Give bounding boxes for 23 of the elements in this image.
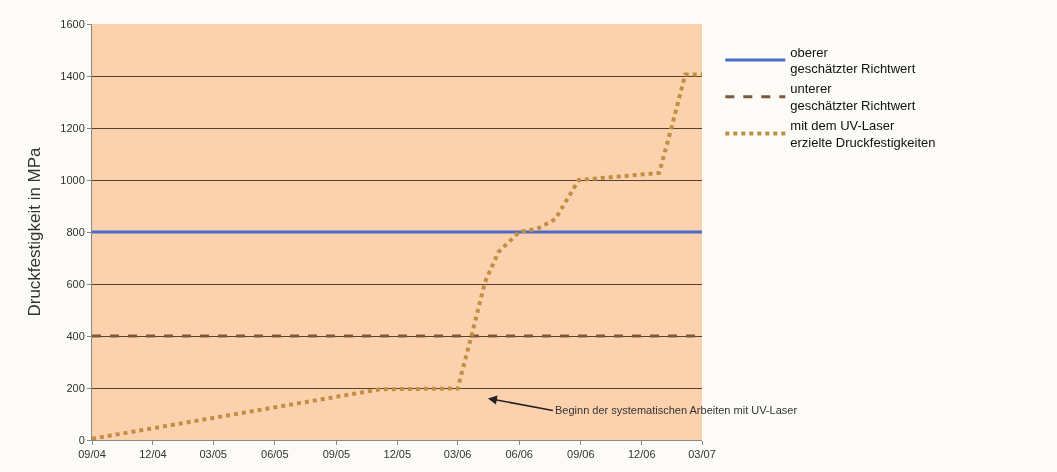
x-tick-label: 12/06 [627, 448, 656, 461]
x-tick-label: 12/04 [139, 448, 167, 461]
x-tick-label: 09/04 [78, 448, 106, 461]
x-tick-label: 03/05 [199, 448, 227, 461]
y-tick-label: 800 [66, 225, 85, 238]
y-axis-title: Druckfestigkeit in MPa [24, 146, 44, 317]
annotation: Beginn der systematischen Arbeiten mit UV-Laser [555, 404, 798, 416]
y-tick-label: 400 [66, 329, 85, 342]
x-tick-label: 09/06 [567, 448, 595, 461]
y-tick-label: 1200 [60, 121, 85, 134]
x-tick-label: 12/05 [383, 448, 412, 461]
x-tick-label: 03/07 [688, 448, 716, 461]
x-tick-label: 03/06 [443, 448, 472, 461]
x-tick-label: 09/05 [322, 448, 351, 461]
y-tick-label: 1600 [60, 17, 85, 30]
y-tick-label: 0 [78, 433, 85, 446]
y-tick-label: 200 [66, 381, 85, 394]
x-tick-label: 06/05 [261, 448, 289, 461]
y-tick-label: 1400 [60, 69, 85, 82]
y-tick-label: 1000 [60, 173, 85, 186]
y-tick-label: 600 [66, 277, 85, 290]
legend-label: mit dem UV-Laser erzielte Druckfestigkeiten [790, 118, 936, 150]
x-tick-label: 06/06 [505, 448, 533, 461]
